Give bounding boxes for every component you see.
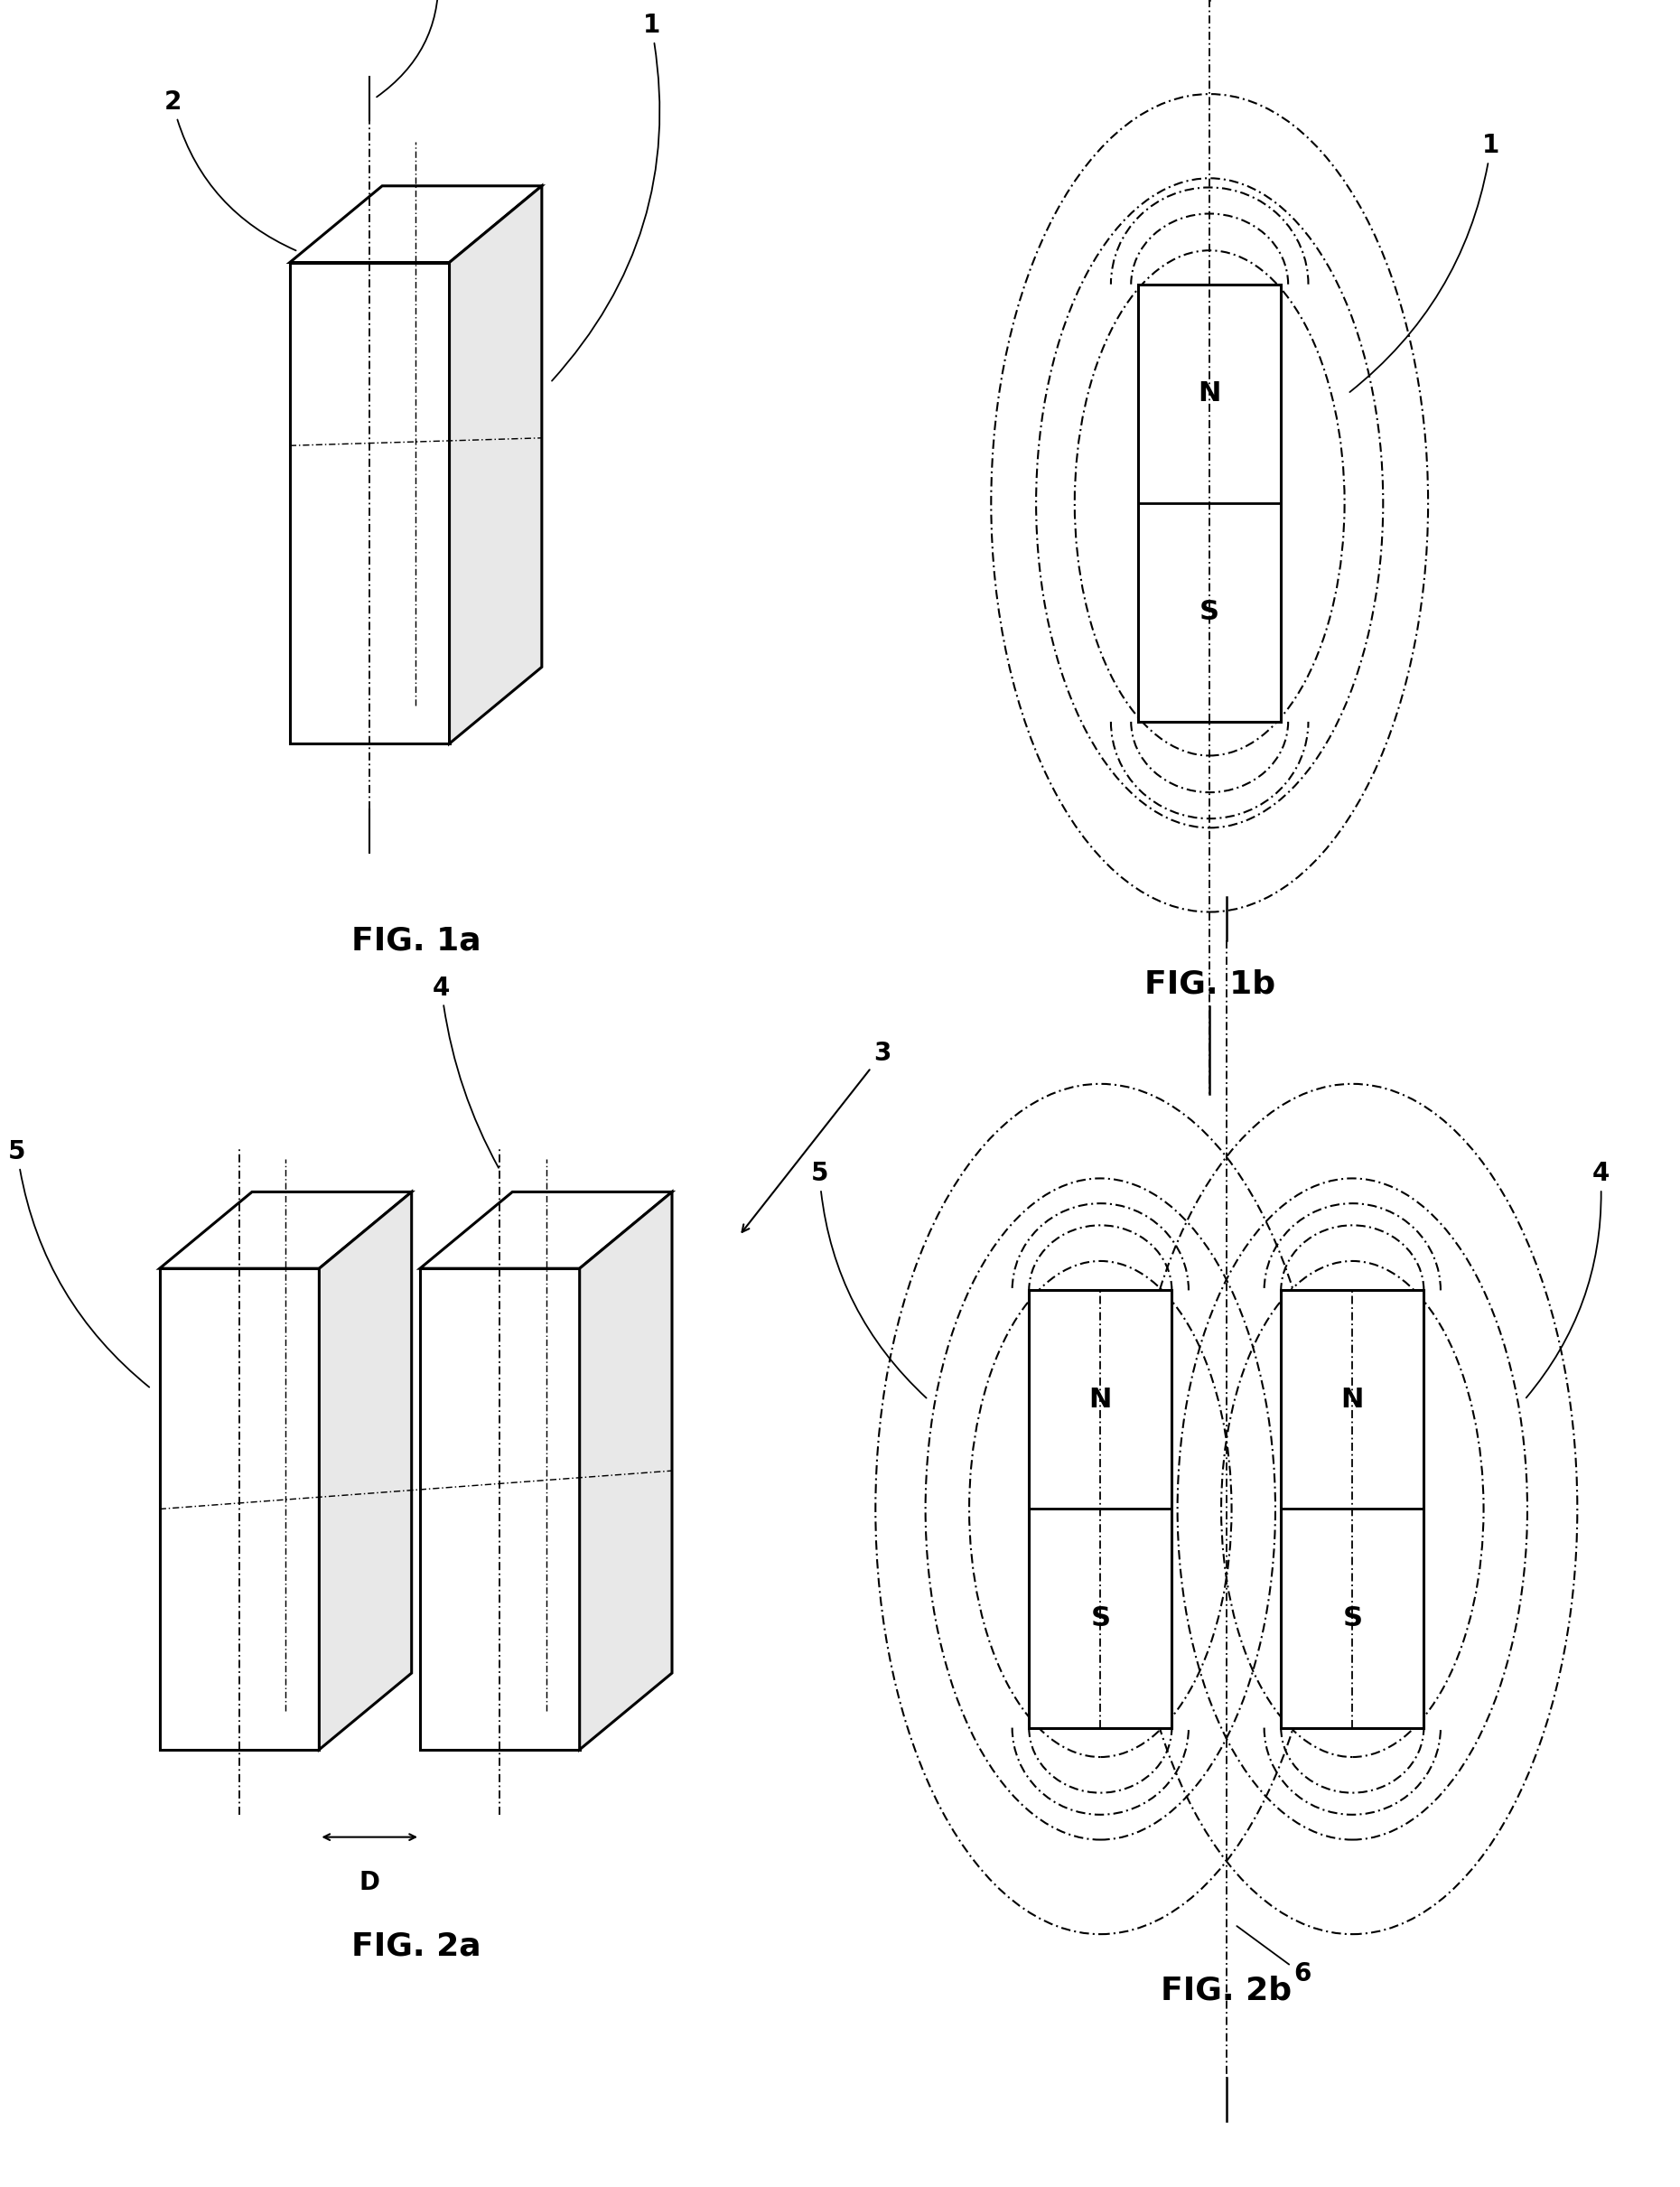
Text: S: S — [1342, 1605, 1362, 1632]
Text: 4: 4 — [1525, 1161, 1609, 1397]
Text: 2: 2 — [163, 90, 296, 252]
Polygon shape — [289, 186, 541, 262]
Polygon shape — [420, 1268, 580, 1750]
Text: N: N — [1341, 1387, 1364, 1413]
Text: S: S — [1090, 1605, 1110, 1632]
Text: D: D — [360, 1870, 380, 1896]
Polygon shape — [160, 1268, 319, 1750]
Polygon shape — [289, 262, 449, 744]
Polygon shape — [160, 1192, 412, 1268]
Polygon shape — [1280, 1290, 1423, 1728]
Text: 1: 1 — [553, 13, 660, 381]
Polygon shape — [1137, 284, 1280, 722]
Text: 5: 5 — [8, 1139, 150, 1387]
Text: N: N — [1198, 381, 1221, 407]
Text: FIG. 2a: FIG. 2a — [351, 1931, 480, 1962]
Text: 6: 6 — [1236, 1927, 1310, 1986]
Polygon shape — [580, 1192, 672, 1750]
Polygon shape — [1028, 1290, 1171, 1728]
Polygon shape — [319, 1192, 412, 1750]
Text: FIG. 1a: FIG. 1a — [351, 925, 480, 956]
Text: 5: 5 — [810, 1161, 926, 1397]
Text: FIG. 1b: FIG. 1b — [1144, 969, 1275, 999]
Text: N: N — [1089, 1387, 1112, 1413]
Text: S: S — [1200, 599, 1220, 625]
Polygon shape — [420, 1192, 672, 1268]
Text: 4: 4 — [432, 975, 499, 1168]
Text: FIG. 2b: FIG. 2b — [1161, 1975, 1292, 2005]
Polygon shape — [449, 186, 541, 744]
Text: 1: 1 — [1349, 133, 1500, 391]
Text: 3: 3 — [743, 1041, 890, 1231]
Text: 7: 7 — [376, 0, 445, 96]
